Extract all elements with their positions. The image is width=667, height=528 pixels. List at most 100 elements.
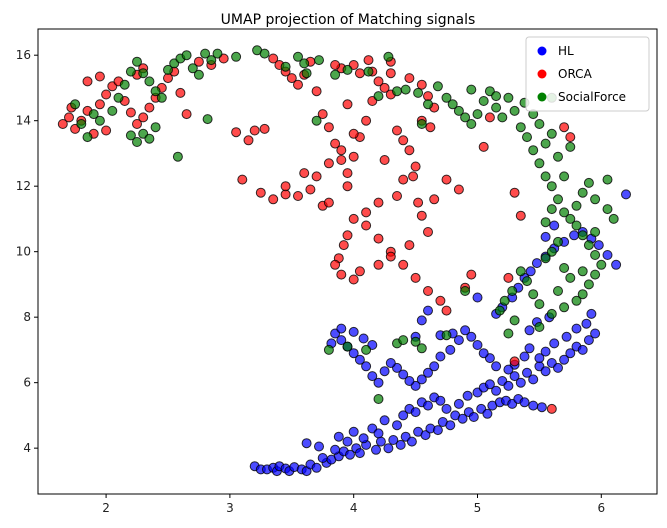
- point-socialforce-101: [602, 174, 613, 185]
- x-tick-label: 4: [350, 501, 358, 515]
- point-orca-58: [398, 174, 409, 185]
- point-socialforce-88: [509, 315, 520, 326]
- point-socialforce-41: [363, 66, 374, 77]
- point-socialforce-23: [125, 130, 136, 141]
- point-orca-8: [101, 89, 112, 100]
- y-tick-label: 12: [16, 179, 31, 193]
- point-hl-93: [561, 331, 572, 342]
- point-socialforce-50: [453, 105, 464, 116]
- legend-box: [525, 36, 650, 112]
- point-orca-32: [249, 125, 260, 136]
- point-hl-52: [333, 431, 344, 442]
- point-socialforce-124: [559, 171, 570, 182]
- point-orca-43: [323, 122, 334, 133]
- point-orca-20: [175, 87, 186, 98]
- point-hl-85: [565, 348, 576, 359]
- point-orca-24: [101, 125, 112, 136]
- point-hl-92: [571, 323, 582, 334]
- point-orca-107: [404, 240, 415, 251]
- point-hl-98: [519, 351, 530, 362]
- point-socialforce-51: [460, 112, 471, 123]
- point-socialforce-39: [330, 69, 341, 80]
- point-orca-126: [509, 187, 520, 198]
- point-socialforce-74: [590, 269, 601, 280]
- point-orca-60: [373, 197, 384, 208]
- point-socialforce-24: [132, 137, 142, 147]
- point-orca-67: [336, 269, 347, 280]
- point-hl-50: [317, 453, 328, 463]
- point-socialforce-85: [499, 295, 510, 306]
- point-socialforce-96: [577, 187, 588, 198]
- point-socialforce-6: [113, 92, 124, 103]
- point-hl-53: [342, 436, 353, 447]
- x-axis: 2 3 4 5 6: [102, 494, 605, 515]
- point-socialforce-75: [583, 279, 594, 290]
- point-socialforce-35: [299, 58, 310, 69]
- point-hl-96: [534, 353, 545, 364]
- point-hl-118: [385, 358, 396, 368]
- x-tick-label: 5: [474, 501, 482, 515]
- point-orca-105: [416, 210, 427, 221]
- point-orca-110: [354, 266, 365, 277]
- point-hl-17: [345, 449, 355, 460]
- point-hl-103: [478, 348, 489, 359]
- point-socialforce-102: [553, 151, 563, 162]
- point-orca-0: [57, 119, 68, 129]
- point-orca-121: [342, 181, 353, 192]
- point-hl-25: [395, 439, 406, 450]
- point-orca-90: [342, 99, 353, 110]
- point-socialforce-42: [373, 91, 384, 102]
- y-tick-label: 8: [23, 310, 31, 324]
- point-socialforce-97: [583, 177, 594, 188]
- x-tick-label: 6: [597, 501, 605, 515]
- point-socialforce-73: [596, 259, 607, 270]
- point-socialforce-26: [144, 133, 155, 144]
- point-orca-75: [441, 305, 452, 316]
- point-orca-85: [305, 184, 316, 195]
- point-socialforce-112: [441, 330, 452, 341]
- point-hl-66: [435, 395, 446, 406]
- point-orca-79: [280, 189, 291, 200]
- point-socialforce-62: [528, 145, 539, 156]
- point-orca-120: [280, 181, 291, 192]
- point-socialforce-1: [76, 119, 87, 129]
- point-hl-124: [348, 348, 359, 359]
- point-hl-31: [432, 425, 443, 436]
- point-socialforce-104: [546, 128, 557, 139]
- point-hl-109: [445, 344, 456, 355]
- point-socialforce-110: [410, 336, 421, 347]
- point-socialforce-43: [392, 86, 402, 97]
- point-hl-79: [528, 374, 539, 385]
- point-hl-75: [503, 380, 514, 391]
- point-orca-21: [181, 109, 192, 120]
- point-hl-120: [373, 377, 384, 388]
- point-orca-81: [255, 187, 266, 198]
- point-orca-98: [416, 79, 427, 90]
- point-socialforce-3: [88, 109, 99, 120]
- point-socialforce-91: [546, 246, 557, 257]
- point-hl-149: [602, 250, 613, 260]
- point-socialforce-20: [200, 48, 211, 59]
- point-orca-127: [515, 210, 526, 221]
- point-hl-130: [348, 326, 359, 337]
- point-orca-82: [237, 174, 248, 185]
- point-socialforce-21: [206, 55, 217, 66]
- point-hl-77: [515, 377, 526, 388]
- point-hl-154: [423, 305, 433, 316]
- point-socialforce-12: [150, 86, 161, 97]
- point-socialforce-47: [432, 81, 443, 92]
- chart-title: UMAP projection of Matching signals: [221, 12, 476, 28]
- point-hl-37: [468, 412, 479, 422]
- point-socialforce-77: [571, 295, 582, 306]
- point-orca-61: [361, 207, 372, 218]
- point-orca-47: [348, 151, 359, 162]
- point-orca-55: [398, 135, 409, 146]
- point-hl-84: [559, 354, 570, 365]
- point-orca-25: [82, 76, 93, 87]
- point-hl-91: [586, 308, 597, 319]
- point-hl-97: [524, 343, 535, 354]
- point-hl-49: [314, 441, 324, 452]
- point-orca-111: [348, 274, 359, 285]
- point-socialforce-100: [608, 213, 619, 224]
- point-socialforce-71: [583, 240, 594, 251]
